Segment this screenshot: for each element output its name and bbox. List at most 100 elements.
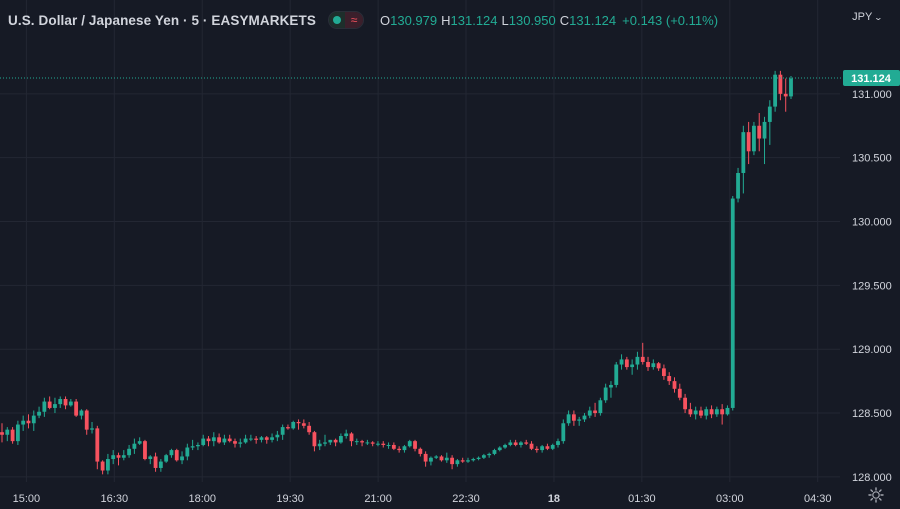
candle-body (349, 433, 354, 442)
candle-body (587, 410, 592, 416)
candle-body (556, 441, 560, 445)
candle-body (577, 419, 582, 421)
candle-body (630, 364, 635, 368)
candle-body (524, 442, 529, 444)
candle-body (460, 460, 465, 462)
candle-body (476, 457, 481, 460)
candle-body (566, 414, 571, 424)
y-tick-label: 129.500 (852, 280, 892, 292)
candle-body (545, 446, 550, 449)
candle-body (699, 410, 703, 416)
candle-body (217, 437, 222, 443)
candle-body (0, 432, 4, 435)
symbol-title[interactable]: U.S. Dollar / Japanese Yen · 5 · EASYMAR… (8, 12, 316, 28)
candle-body (248, 438, 253, 440)
candle-body (508, 442, 513, 445)
candle-body (206, 438, 211, 442)
candle-body (646, 361, 650, 368)
candle-body (307, 425, 312, 433)
candle-body (381, 443, 386, 445)
candle-body (68, 401, 73, 406)
candle-body (227, 438, 232, 442)
currency-selector[interactable]: JPY ⌄ (852, 11, 884, 23)
candle-body (90, 428, 94, 430)
candle-body (662, 368, 666, 377)
candle-body (365, 442, 370, 444)
candle-body (143, 441, 147, 460)
candle-body (582, 415, 587, 420)
candle-body (773, 74, 778, 107)
candle-body (95, 428, 100, 462)
candle-body (561, 423, 566, 442)
candle-body (328, 439, 333, 443)
candle-body (757, 125, 762, 139)
candle-body (714, 409, 719, 415)
candle-body (593, 410, 597, 414)
candle-body (529, 443, 534, 449)
candle-body (609, 384, 613, 388)
candle-body (15, 424, 20, 442)
last-price-label: 131.124 (851, 73, 892, 85)
ohlc-low: L130.950 (501, 12, 556, 28)
candle-body (79, 410, 84, 416)
candle-body (376, 443, 380, 445)
candle-body (624, 359, 629, 368)
candle-body (450, 457, 455, 465)
candle-body (471, 459, 476, 461)
gear-icon[interactable] (868, 487, 884, 503)
candle-body (619, 359, 624, 365)
chevron-down-icon: ⌄ (873, 12, 884, 22)
candle-body (709, 409, 714, 415)
live-dot-icon (329, 12, 345, 28)
candle-body (752, 125, 756, 152)
candle-body (180, 456, 184, 461)
candle-body (53, 404, 57, 408)
candle-body (301, 423, 306, 426)
price-change: +0.143 (+0.11%) (622, 12, 719, 28)
candle-body (519, 442, 523, 445)
candle-body (635, 356, 640, 365)
y-tick-label: 128.500 (852, 408, 892, 420)
candle-body (429, 457, 433, 462)
candle-body (100, 461, 105, 471)
x-tick-label: 22:30 (452, 493, 480, 505)
candle-body (434, 456, 439, 458)
candle-body (344, 433, 349, 437)
candle-body (243, 438, 248, 443)
candle-body (174, 450, 179, 461)
x-tick-label: 04:30 (804, 493, 832, 505)
candle-body (481, 455, 486, 458)
candle-body (312, 432, 317, 447)
candle-body (656, 363, 661, 369)
candle-body (164, 455, 169, 462)
candle-body (730, 198, 735, 408)
candle-body (466, 460, 470, 462)
candle-body (741, 132, 746, 174)
y-tick-label: 130.000 (852, 217, 892, 229)
candle-body (762, 121, 767, 139)
candle-body (736, 173, 740, 199)
candle-body (84, 410, 89, 430)
candle-body (10, 429, 15, 442)
candle-body (264, 437, 269, 440)
candle-body (386, 444, 391, 446)
candle-body (127, 448, 131, 456)
candle-body (704, 409, 709, 416)
candle-body (121, 455, 126, 458)
candle-body (667, 376, 672, 382)
market-status-badge[interactable]: ≈ (328, 11, 364, 29)
candle-body (270, 437, 274, 440)
x-tick-label: 16:30 (101, 493, 129, 505)
candle-body (640, 356, 645, 362)
candle-body (26, 420, 31, 424)
y-tick-label: 130.500 (852, 153, 892, 165)
candle-body (693, 410, 698, 415)
wave-icon: ≈ (345, 12, 363, 28)
candle-body (105, 459, 110, 471)
y-tick-label: 128.000 (852, 472, 892, 484)
candle-body (423, 453, 428, 462)
candle-body (497, 447, 502, 451)
candle-body (196, 444, 200, 447)
last-price-tag (843, 70, 900, 87)
